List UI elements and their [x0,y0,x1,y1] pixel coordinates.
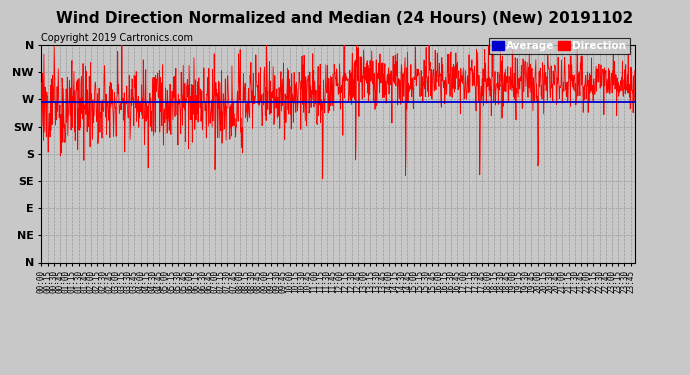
Text: Copyright 2019 Cartronics.com: Copyright 2019 Cartronics.com [41,33,193,43]
Text: Wind Direction Normalized and Median (24 Hours) (New) 20191102: Wind Direction Normalized and Median (24… [57,11,633,26]
Legend: Average, Direction: Average, Direction [489,38,629,54]
